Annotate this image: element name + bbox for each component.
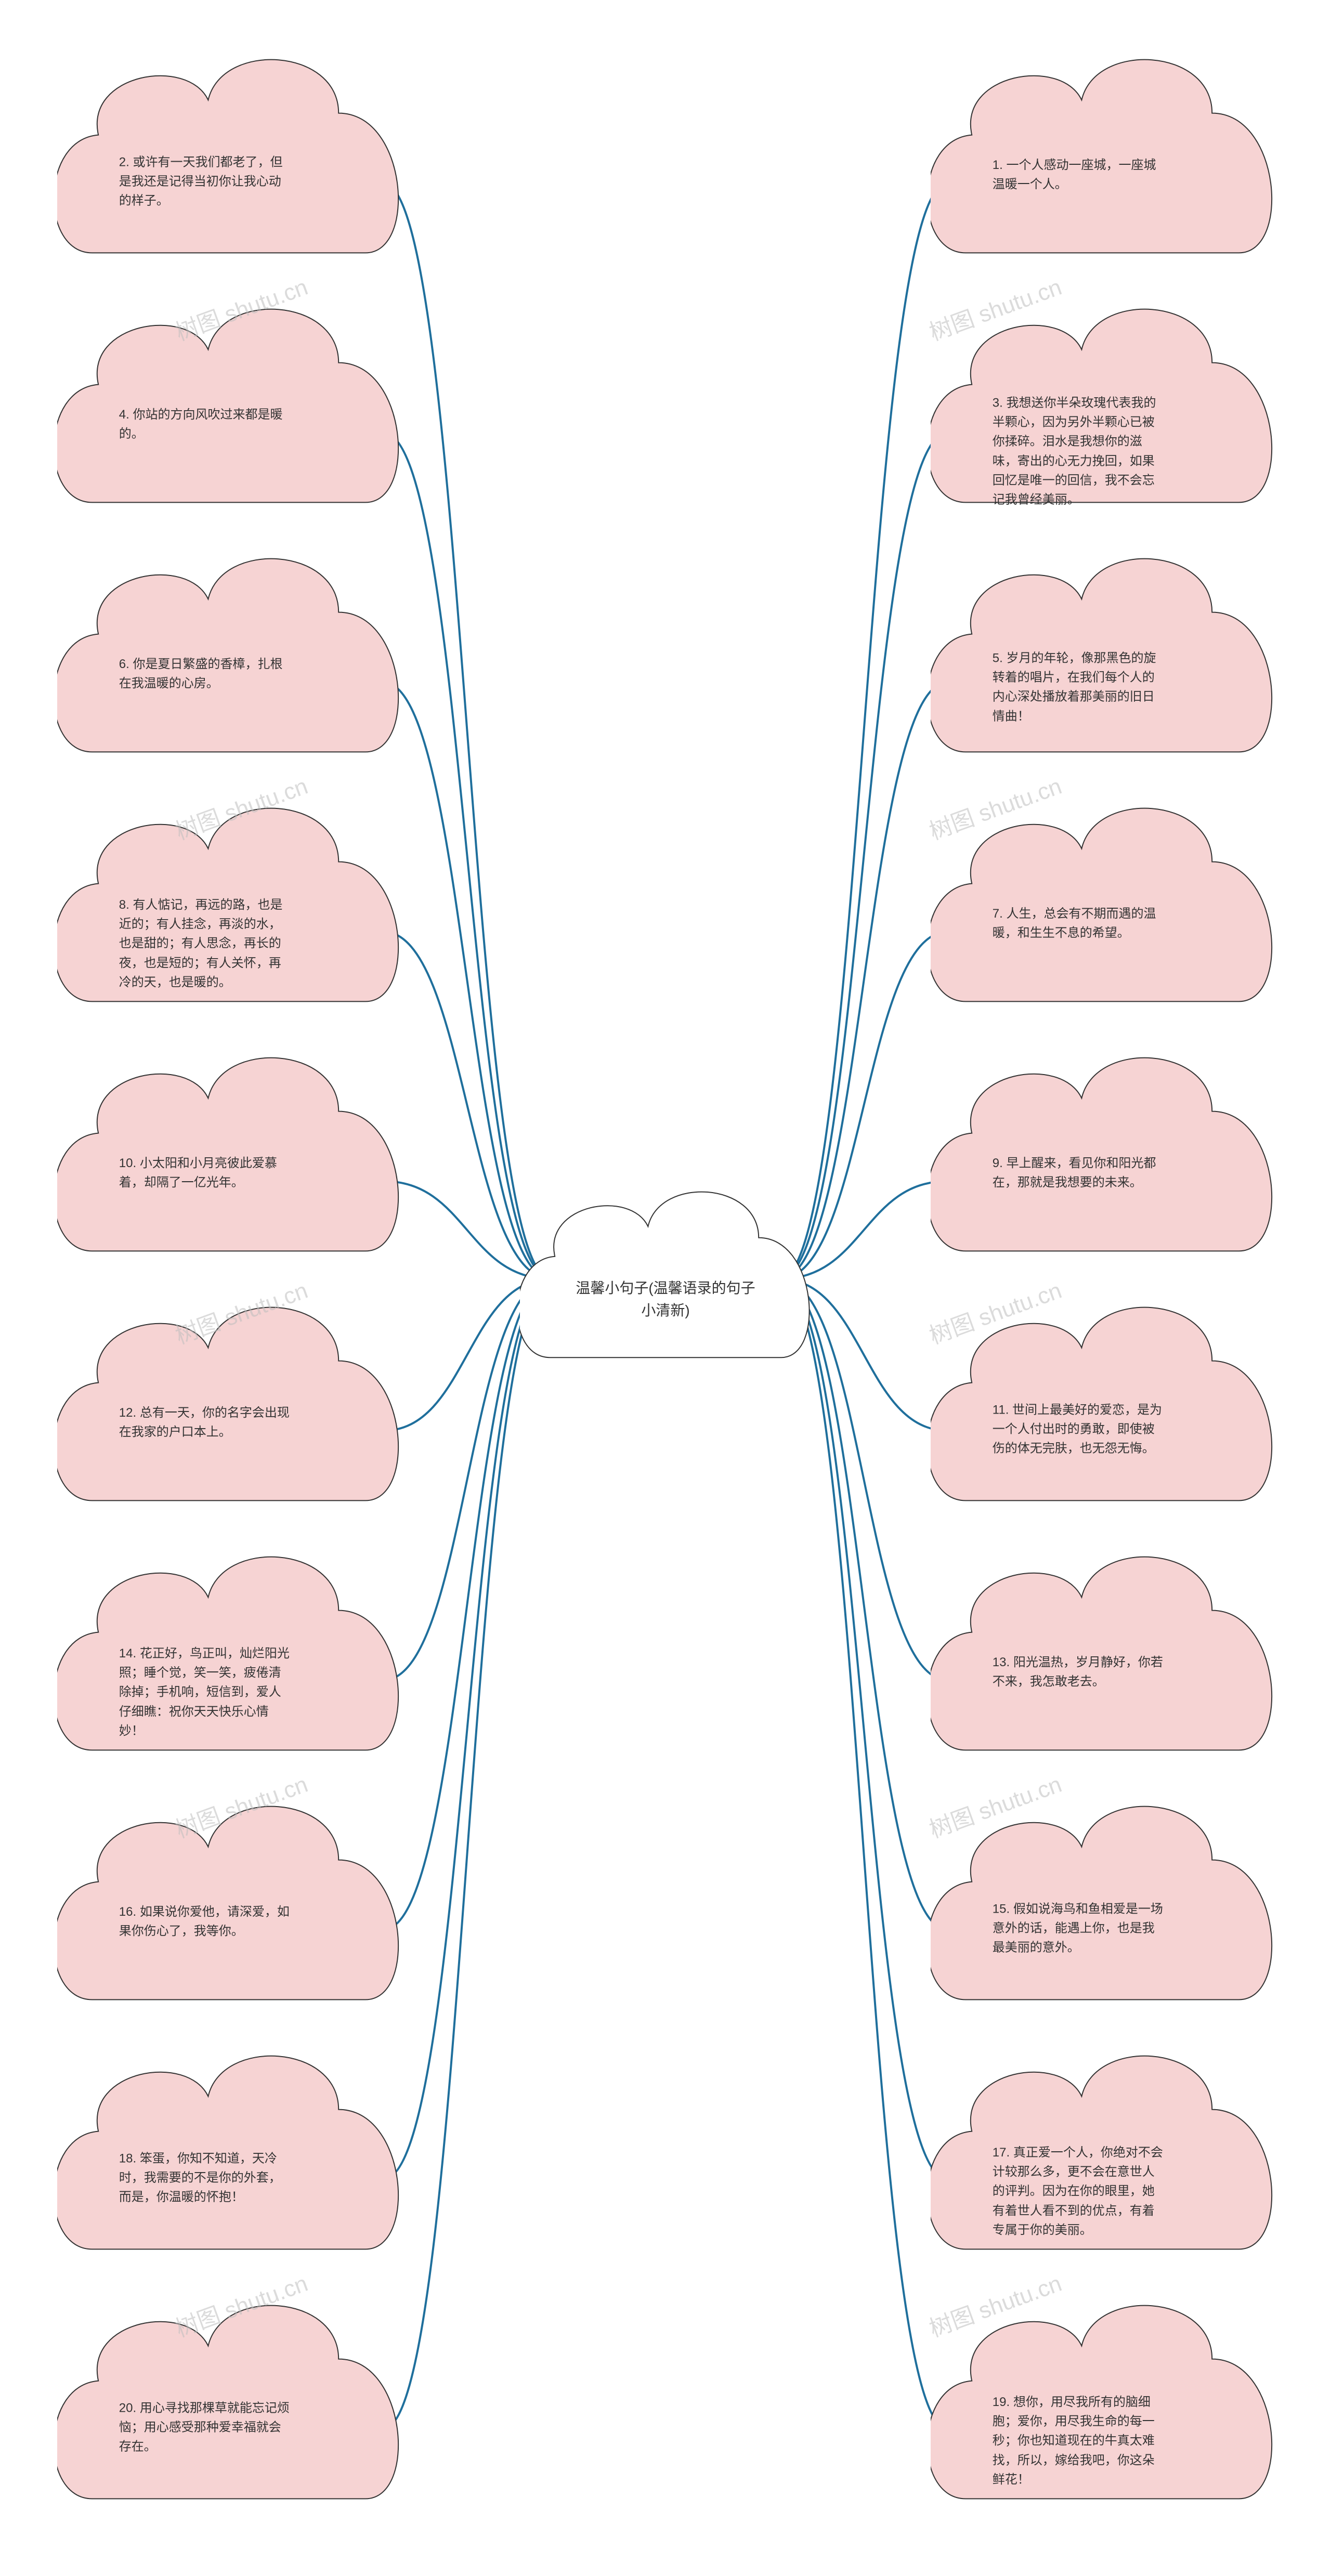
watermark: 树图 shutu.cn	[170, 1766, 311, 1844]
watermark: 树图 shutu.cn	[170, 2265, 311, 2343]
watermark: 树图 shutu.cn	[170, 767, 311, 846]
watermark: 树图 shutu.cn	[170, 1272, 311, 1350]
watermark: 树图 shutu.cn	[924, 268, 1065, 347]
watermark: 树图 shutu.cn	[170, 268, 311, 347]
watermark: 树图 shutu.cn	[924, 1766, 1065, 1844]
watermark: 树图 shutu.cn	[924, 1272, 1065, 1350]
watermark: 树图 shutu.cn	[924, 767, 1065, 846]
watermark-layer: 树图 shutu.cn 树图 shutu.cn 树图 shutu.cn 树图 shut…	[0, 0, 1331, 2576]
watermark: 树图 shutu.cn	[924, 2265, 1065, 2343]
